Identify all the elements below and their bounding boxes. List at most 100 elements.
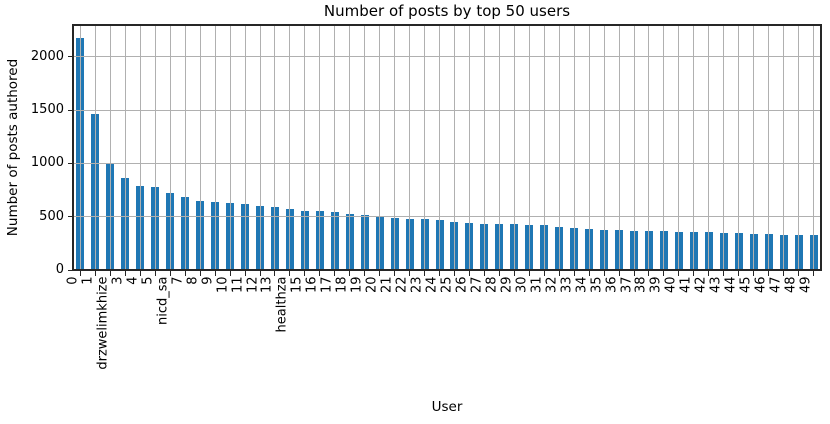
x-tick-label: 39	[648, 276, 664, 293]
x-tick-mark	[319, 271, 321, 276]
gridline	[558, 25, 560, 270]
x-tick-label: 43	[708, 276, 724, 293]
gridline	[633, 25, 635, 270]
gridline	[199, 25, 201, 270]
gridline	[648, 25, 650, 270]
x-tick-mark	[528, 271, 530, 276]
gridline	[588, 25, 590, 270]
gridline	[139, 25, 141, 270]
x-tick-label: 3	[110, 276, 126, 285]
gridline	[79, 25, 81, 270]
x-tick-label: 10	[215, 276, 231, 293]
x-tick-label: drzwelimkhize	[95, 276, 111, 370]
x-tick-label: 44	[723, 276, 739, 293]
x-tick-label: 30	[514, 276, 530, 293]
x-tick-mark	[768, 271, 770, 276]
gridline	[124, 25, 126, 270]
x-tick-label: 28	[484, 276, 500, 293]
x-tick-label: 9	[200, 276, 216, 285]
x-tick-mark	[334, 271, 336, 276]
x-tick-mark	[633, 271, 635, 276]
y-tick-label: 2000	[30, 48, 64, 64]
x-tick-label: 7	[170, 276, 186, 285]
x-tick-label: 21	[379, 276, 395, 293]
x-tick-label: 32	[544, 276, 560, 293]
x-tick-label: 34	[574, 276, 590, 293]
x-tick-label: 47	[768, 276, 784, 293]
x-tick-mark	[244, 271, 246, 276]
x-tick-label: healthza	[274, 276, 290, 332]
gridline	[73, 56, 821, 58]
x-tick-mark	[543, 271, 545, 276]
gridline	[663, 25, 665, 270]
y-tick-label: 0	[55, 262, 64, 277]
x-tick-label: 18	[334, 276, 350, 293]
x-tick-mark	[738, 271, 740, 276]
y-axis-label: Number of posts authored	[5, 58, 21, 237]
gridline	[154, 25, 156, 270]
gridline	[94, 25, 96, 270]
x-tick-label: 37	[619, 276, 634, 293]
x-tick-label: 0	[65, 276, 81, 285]
x-tick-mark	[289, 271, 291, 276]
gridline	[483, 25, 485, 270]
x-tick-mark	[783, 271, 785, 276]
gridline	[439, 25, 441, 270]
gridline	[274, 25, 276, 270]
gridline	[813, 25, 815, 270]
x-tick-mark	[813, 271, 815, 276]
y-tick-label: 1500	[30, 102, 64, 118]
gridline	[364, 25, 366, 270]
x-tick-label: 48	[783, 276, 799, 293]
gridline	[708, 25, 710, 270]
gridline	[498, 25, 500, 270]
x-tick-label: 49	[798, 276, 814, 293]
gridline	[798, 25, 800, 270]
x-tick-mark	[693, 271, 695, 276]
y-tick-label: 500	[39, 208, 64, 224]
gridline	[214, 25, 216, 270]
gridline	[693, 25, 695, 270]
x-tick-mark	[558, 271, 560, 276]
x-tick-label: 26	[454, 276, 470, 293]
x-tick-mark	[349, 271, 351, 276]
x-tick-label: 33	[559, 276, 575, 293]
x-tick-mark	[618, 271, 620, 276]
gridline	[259, 25, 261, 270]
x-tick-mark	[588, 271, 590, 276]
gridline	[528, 25, 530, 270]
gridline	[349, 25, 351, 270]
x-tick-mark	[274, 271, 276, 276]
x-tick-label: 41	[678, 276, 694, 293]
gridline	[543, 25, 545, 270]
x-tick-label: 36	[604, 276, 620, 293]
gridline	[73, 109, 821, 111]
gridline	[289, 25, 291, 270]
x-tick-mark	[229, 271, 231, 276]
x-tick-mark	[648, 271, 650, 276]
x-tick-label: 15	[289, 276, 305, 293]
x-axis-label: User	[431, 399, 463, 415]
x-tick-mark	[678, 271, 680, 276]
x-tick-mark	[663, 271, 665, 276]
x-tick-mark	[259, 271, 261, 276]
x-tick-mark	[453, 271, 455, 276]
x-tick-label: 19	[349, 276, 365, 293]
gridline	[678, 25, 680, 270]
x-tick-label: 24	[424, 276, 440, 293]
gridline	[229, 25, 231, 270]
x-tick-label: 20	[364, 276, 380, 293]
y-tick-mark	[68, 109, 73, 111]
x-tick-label: 46	[753, 276, 769, 293]
gridline	[184, 25, 186, 270]
x-tick-mark	[379, 271, 381, 276]
x-tick-mark	[409, 271, 411, 276]
y-tick-mark	[68, 162, 73, 164]
x-tick-label: 42	[693, 276, 709, 293]
x-tick-mark	[483, 271, 485, 276]
gridline	[169, 25, 171, 270]
gridline	[409, 25, 411, 270]
gridline	[453, 25, 455, 270]
gridline	[73, 216, 821, 218]
